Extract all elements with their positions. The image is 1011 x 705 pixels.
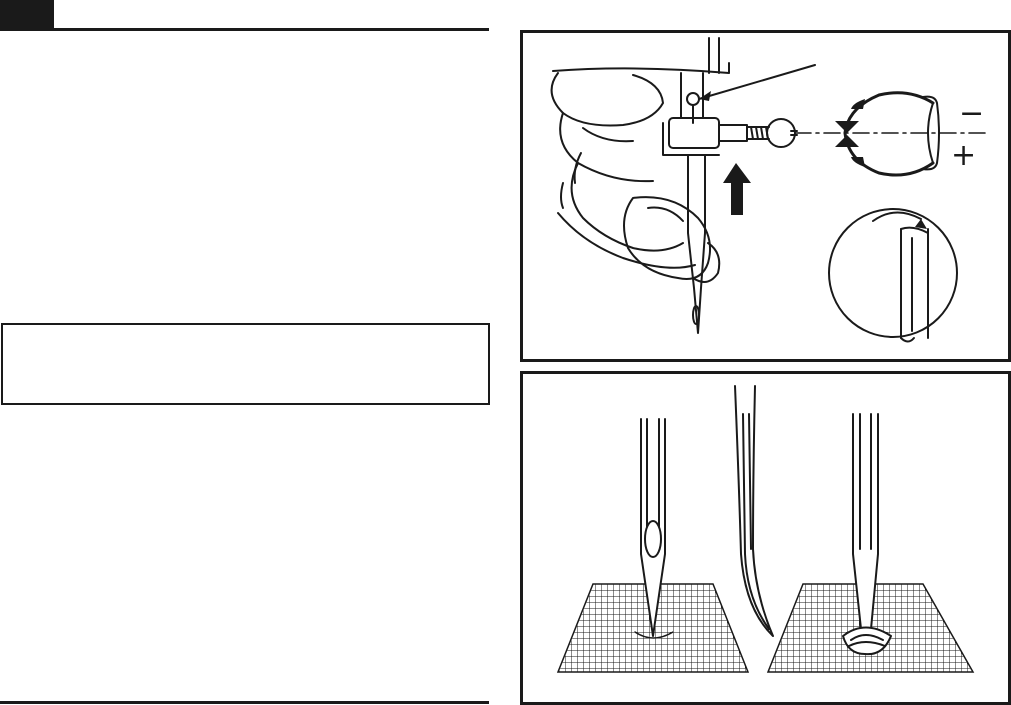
rotation-arrowhead-upper <box>835 121 859 133</box>
leader-line <box>699 65 815 99</box>
needle-bar-icon <box>553 38 729 123</box>
plus-label: + <box>951 138 976 173</box>
footer-rule <box>0 701 489 704</box>
rotation-arrowhead-lower <box>835 135 859 147</box>
push-up-arrow-icon <box>723 163 751 215</box>
needle-condition-figure <box>520 371 1011 705</box>
needle-icon <box>688 155 705 333</box>
minus-label: − <box>959 96 984 131</box>
header-rule <box>0 28 489 31</box>
needle-clamp-screw-icon <box>663 118 797 155</box>
needle-installation-figure: − + <box>520 30 1011 362</box>
needle-installation-drawing: − + <box>523 33 1008 359</box>
section-tab <box>0 0 54 31</box>
note-box <box>1 323 490 405</box>
bent-needle-icon <box>735 386 773 636</box>
needle-flat-side-detail-icon <box>829 209 957 342</box>
needle-condition-drawing <box>523 374 1008 702</box>
